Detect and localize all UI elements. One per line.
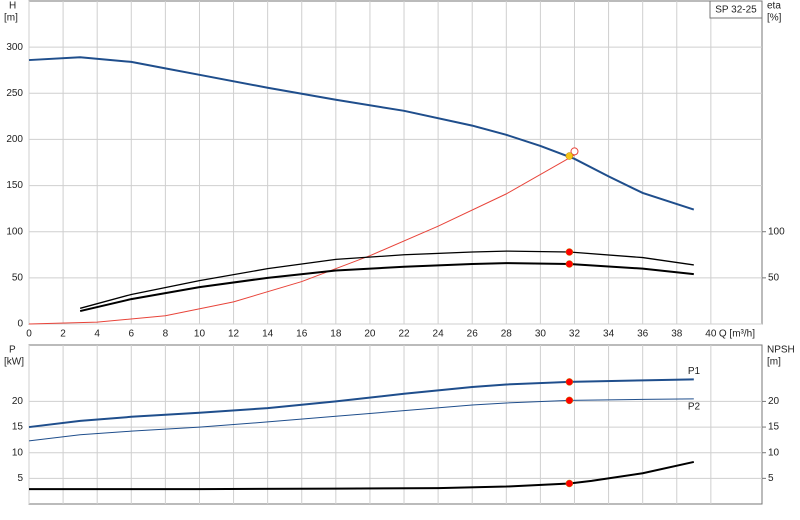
y2-axis-unit: [m] (767, 357, 781, 368)
y-tick-label: 300 (6, 42, 23, 53)
y-tick-label: 200 (6, 134, 23, 145)
x-axis-label: Q [m³/h] (719, 329, 755, 340)
series-line (79, 250, 694, 309)
x-tick-label: 26 (467, 329, 479, 340)
x-tick-label: 2 (60, 329, 66, 340)
y-tick-label: 15 (12, 422, 24, 433)
series-label: P1 (688, 366, 701, 377)
y-tick-label: 50 (12, 272, 24, 283)
x-tick-label: 30 (535, 329, 547, 340)
x-tick-label: 34 (603, 329, 615, 340)
series-line (29, 460, 695, 491)
y-tick-label: 5 (17, 473, 23, 484)
x-tick-label: 10 (194, 329, 206, 340)
x-tick-label: 6 (128, 329, 134, 340)
x-tick-label: 38 (671, 329, 683, 340)
y-axis-label: H (9, 1, 16, 12)
point-marker (565, 248, 574, 256)
x-tick-label: 22 (398, 329, 410, 340)
y2-tick-label: 20 (768, 396, 780, 407)
series-line (28, 154, 575, 325)
y-axis-label: P (9, 345, 16, 356)
y-tick-label: 250 (6, 88, 23, 99)
x-tick-label: 4 (94, 329, 100, 340)
y-axis-unit: [m] (4, 13, 18, 24)
point-marker (565, 378, 574, 386)
y-tick-label: 10 (12, 447, 24, 458)
y-tick-label: 20 (12, 396, 24, 407)
point-marker (570, 147, 579, 156)
point-marker (565, 260, 574, 268)
point-marker (565, 396, 574, 405)
series-line (79, 262, 694, 313)
point-marker (565, 152, 574, 160)
x-tick-label: 36 (637, 329, 649, 340)
x-tick-label: 0 (26, 329, 32, 340)
y-tick-label: 100 (6, 226, 23, 237)
series-line (28, 378, 694, 429)
chart-title: SP 32-25 (715, 5, 757, 16)
series-line (28, 398, 694, 442)
y2-axis-unit: [%] (767, 13, 782, 24)
series-label: P2 (688, 401, 701, 412)
y-tick-label: 150 (6, 180, 23, 191)
y2-tick-label: 10 (768, 447, 780, 458)
x-tick-label: 18 (330, 329, 342, 340)
y2-tick-label: 15 (768, 422, 780, 433)
x-tick-label: 14 (262, 329, 274, 340)
point-marker (565, 479, 574, 488)
y2-tick-label: 5 (768, 473, 774, 484)
y2-axis-label: NPSH (767, 345, 795, 356)
plot-area (28, 344, 763, 505)
series-line (28, 56, 695, 211)
x-tick-label: 32 (569, 329, 581, 340)
y-tick-label: 0 (17, 319, 23, 330)
x-tick-label: 28 (501, 329, 513, 340)
y2-tick-label: 100 (768, 226, 785, 237)
x-tick-label: 8 (163, 329, 169, 340)
x-tick-label: 20 (364, 329, 376, 340)
title-box (709, 0, 763, 19)
x-tick-label: 12 (228, 329, 240, 340)
x-tick-label: 40 (705, 329, 717, 340)
x-tick-label: 24 (433, 329, 445, 340)
x-tick-label: 16 (296, 329, 308, 340)
y2-axis-label: eta (767, 1, 781, 12)
y-axis-unit: [kW] (4, 357, 24, 368)
plot-area (28, 0, 763, 325)
y2-tick-label: 50 (768, 272, 780, 283)
